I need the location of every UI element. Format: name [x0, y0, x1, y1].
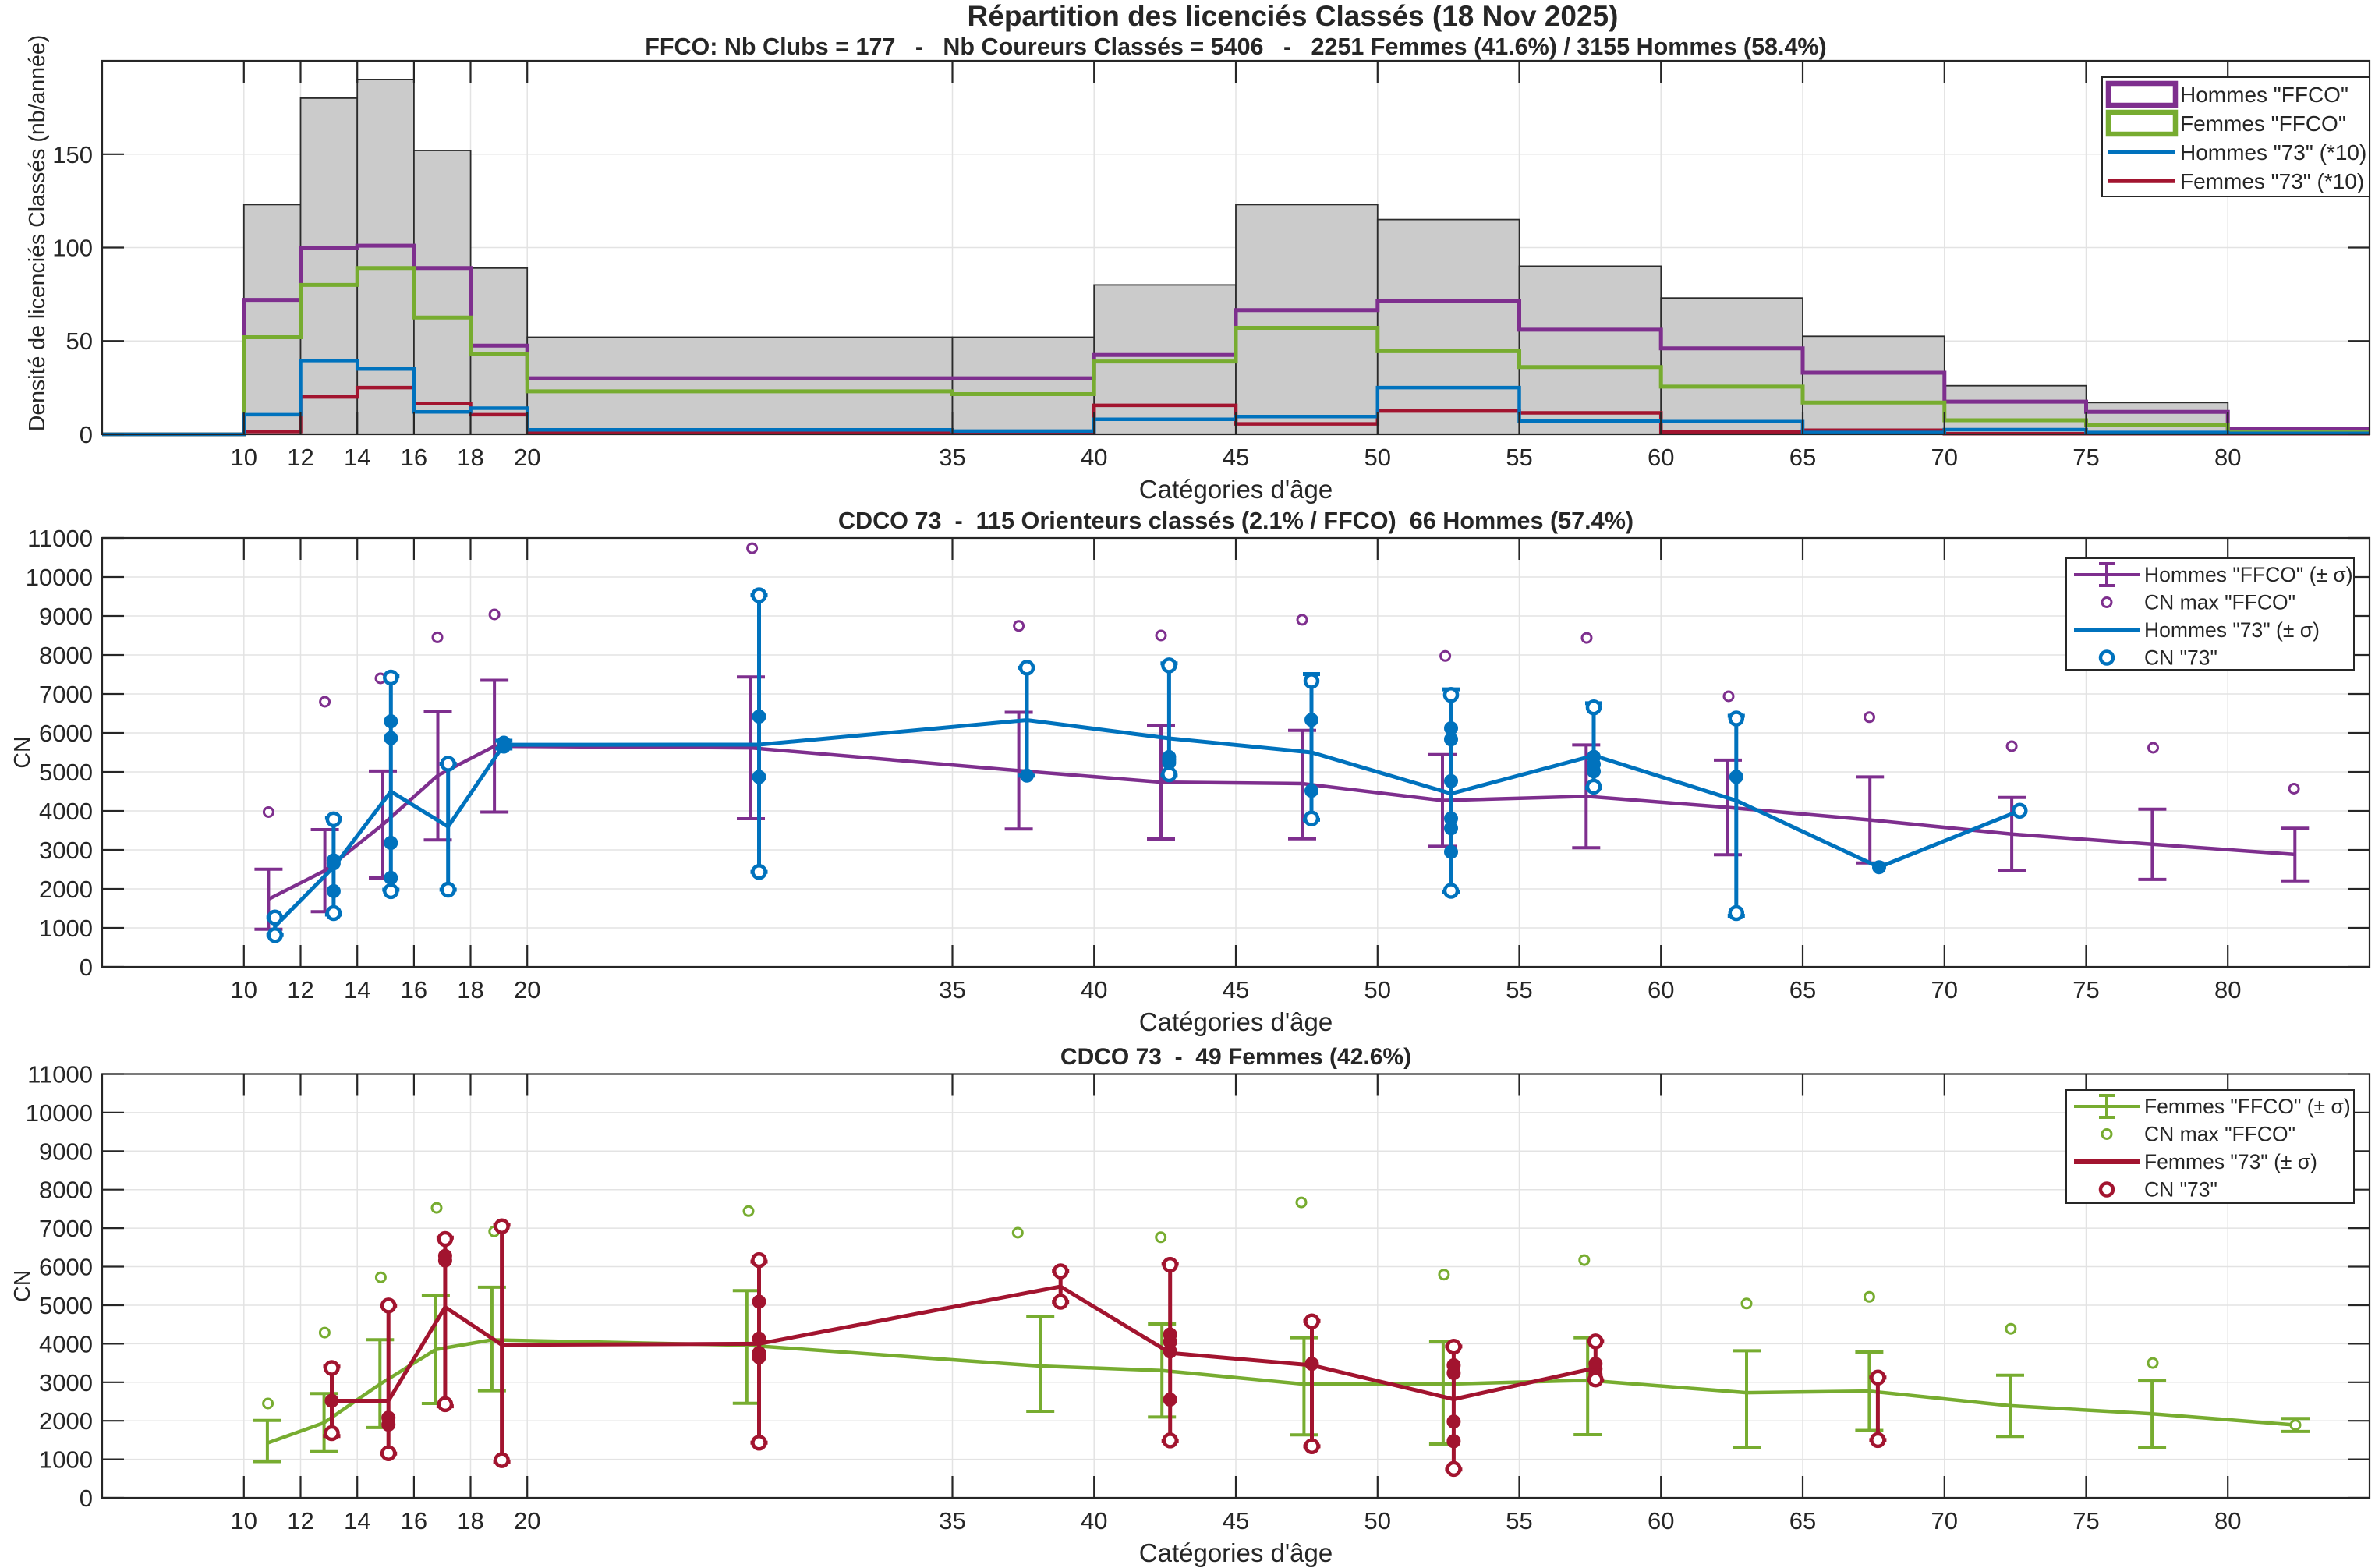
- svg-text:Femmes "FFCO": Femmes "FFCO": [2180, 111, 2346, 136]
- svg-text:3000: 3000: [39, 1369, 93, 1396]
- svg-text:70: 70: [1931, 976, 1958, 1003]
- svg-text:45: 45: [1223, 444, 1249, 471]
- svg-text:50: 50: [1364, 976, 1391, 1003]
- svg-text:45: 45: [1223, 976, 1249, 1003]
- svg-text:35: 35: [939, 1507, 965, 1534]
- svg-text:Hommes "FFCO": Hommes "FFCO": [2180, 83, 2348, 107]
- svg-text:55: 55: [1506, 1507, 1532, 1534]
- svg-text:10000: 10000: [26, 564, 93, 591]
- svg-text:CN: CN: [10, 736, 35, 768]
- svg-text:100: 100: [52, 235, 93, 262]
- svg-text:55: 55: [1506, 444, 1532, 471]
- svg-text:35: 35: [939, 444, 965, 471]
- svg-text:50: 50: [66, 327, 93, 355]
- svg-text:6000: 6000: [39, 1254, 93, 1281]
- svg-text:10: 10: [231, 1507, 257, 1534]
- svg-text:1000: 1000: [39, 915, 93, 942]
- svg-text:14: 14: [344, 1507, 370, 1534]
- svg-text:Femmes "FFCO" (± σ): Femmes "FFCO" (± σ): [2144, 1095, 2351, 1118]
- svg-text:12: 12: [287, 976, 313, 1003]
- svg-text:0: 0: [80, 1485, 93, 1512]
- svg-text:50: 50: [1364, 1507, 1391, 1534]
- svg-text:Hommes "73" (*10): Hommes "73" (*10): [2180, 140, 2366, 165]
- svg-text:5000: 5000: [39, 1292, 93, 1319]
- svg-text:65: 65: [1789, 976, 1816, 1003]
- svg-text:FFCO: Nb Clubs = 177 - Nb: FFCO: Nb Clubs = 177 - Nb Coureurs Class…: [645, 34, 1826, 60]
- svg-text:11000: 11000: [27, 525, 93, 552]
- svg-text:Femmes "73" (± σ): Femmes "73" (± σ): [2144, 1150, 2317, 1173]
- svg-text:80: 80: [2214, 1507, 2241, 1534]
- svg-text:65: 65: [1789, 1507, 1816, 1534]
- svg-text:75: 75: [2072, 976, 2099, 1003]
- svg-text:5000: 5000: [39, 759, 93, 786]
- svg-text:60: 60: [1648, 1507, 1674, 1534]
- svg-text:Catégories d'âge: Catégories d'âge: [1139, 1007, 1333, 1036]
- svg-text:CN "73": CN "73": [2144, 1178, 2217, 1202]
- svg-text:11000: 11000: [27, 1061, 93, 1088]
- svg-text:9000: 9000: [39, 603, 93, 630]
- svg-text:40: 40: [1081, 976, 1107, 1003]
- svg-text:35: 35: [939, 976, 965, 1003]
- svg-text:7000: 7000: [39, 1215, 93, 1242]
- svg-text:150: 150: [52, 141, 93, 168]
- svg-text:2000: 2000: [39, 1407, 93, 1435]
- svg-text:55: 55: [1506, 976, 1532, 1003]
- svg-text:40: 40: [1081, 444, 1107, 471]
- svg-text:Densité de licenciés Classés (: Densité de licenciés Classés (nb/année): [25, 35, 50, 432]
- svg-text:1000: 1000: [39, 1446, 93, 1474]
- svg-text:18: 18: [457, 976, 483, 1003]
- svg-text:Femmes "73" (*10): Femmes "73" (*10): [2180, 169, 2364, 193]
- svg-text:Répartition des licenciés Clas: Répartition des licenciés Classés (18 No…: [968, 0, 1619, 32]
- svg-text:16: 16: [401, 976, 427, 1003]
- svg-text:CN "73": CN "73": [2144, 646, 2217, 670]
- svg-text:CN: CN: [10, 1270, 35, 1302]
- svg-text:18: 18: [457, 1507, 483, 1534]
- svg-text:CDCO 73 - 49 Femmes (42.6%): CDCO 73 - 49 Femmes (42.6%): [1060, 1044, 1411, 1070]
- svg-text:7000: 7000: [39, 681, 93, 708]
- svg-text:Catégories d'âge: Catégories d'âge: [1139, 475, 1333, 504]
- svg-text:20: 20: [514, 976, 540, 1003]
- svg-text:Catégories d'âge: Catégories d'âge: [1139, 1538, 1333, 1567]
- svg-text:20: 20: [514, 1507, 540, 1534]
- svg-text:65: 65: [1789, 444, 1816, 471]
- svg-text:40: 40: [1081, 1507, 1107, 1534]
- svg-text:Hommes "73" (± σ): Hommes "73" (± σ): [2144, 618, 2320, 642]
- svg-text:80: 80: [2214, 444, 2241, 471]
- svg-text:50: 50: [1364, 444, 1391, 471]
- svg-text:9000: 9000: [39, 1138, 93, 1165]
- svg-text:0: 0: [80, 954, 93, 981]
- svg-text:2000: 2000: [39, 876, 93, 903]
- svg-text:CN max "FFCO": CN max "FFCO": [2144, 591, 2295, 614]
- svg-text:10: 10: [231, 976, 257, 1003]
- svg-text:60: 60: [1648, 444, 1674, 471]
- svg-text:12: 12: [287, 1507, 313, 1534]
- svg-text:6000: 6000: [39, 720, 93, 747]
- svg-text:70: 70: [1931, 1507, 1958, 1534]
- svg-text:75: 75: [2072, 444, 2099, 471]
- svg-text:75: 75: [2072, 1507, 2099, 1534]
- svg-text:4000: 4000: [39, 1330, 93, 1357]
- svg-text:60: 60: [1648, 976, 1674, 1003]
- svg-text:10000: 10000: [26, 1099, 93, 1127]
- svg-text:CDCO 73 - 115 Orienteurs cla: CDCO 73 - 115 Orienteurs classés (2.1% /…: [838, 508, 1633, 534]
- svg-text:18: 18: [457, 444, 483, 471]
- svg-text:70: 70: [1931, 444, 1958, 471]
- svg-text:8000: 8000: [39, 642, 93, 669]
- svg-text:45: 45: [1223, 1507, 1249, 1534]
- svg-text:Hommes "FFCO" (± σ): Hommes "FFCO" (± σ): [2144, 563, 2353, 586]
- svg-text:10: 10: [231, 444, 257, 471]
- svg-text:80: 80: [2214, 976, 2241, 1003]
- svg-text:3000: 3000: [39, 837, 93, 864]
- svg-text:16: 16: [401, 444, 427, 471]
- svg-text:8000: 8000: [39, 1177, 93, 1204]
- svg-text:14: 14: [344, 444, 370, 471]
- svg-text:12: 12: [287, 444, 313, 471]
- svg-text:0: 0: [80, 421, 93, 448]
- svg-text:14: 14: [344, 976, 370, 1003]
- svg-text:20: 20: [514, 444, 540, 471]
- svg-text:16: 16: [401, 1507, 427, 1534]
- svg-text:CN max "FFCO": CN max "FFCO": [2144, 1123, 2295, 1146]
- svg-text:4000: 4000: [39, 798, 93, 825]
